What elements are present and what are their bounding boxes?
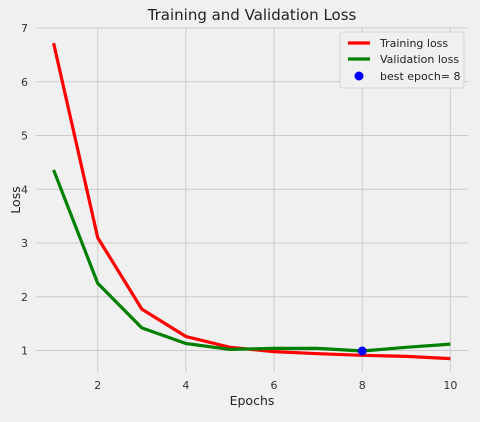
y-tick-label: 4 [21, 183, 28, 196]
y-axis-label: Loss [8, 186, 23, 213]
y-tick-label: 7 [21, 22, 28, 35]
legend-label-best-epoch: best epoch= 8 [380, 70, 461, 83]
x-axis-label: Epochs [230, 393, 275, 408]
grid-lines [36, 27, 468, 372]
x-axis-ticks: 2 4 6 8 10 [94, 379, 457, 392]
y-tick-label: 1 [21, 345, 28, 358]
series-lines [52, 42, 451, 361]
best-epoch-marker [357, 346, 367, 356]
x-tick-label: 2 [94, 379, 101, 392]
y-tick-label: 5 [21, 130, 28, 143]
legend-box [339, 31, 465, 89]
markers [357, 346, 367, 356]
series-line-validation [52, 169, 451, 353]
legend-swatch-best-epoch [354, 71, 364, 81]
y-axis-ticks: 1 2 3 4 5 6 7 [21, 22, 28, 358]
legend-label-training: Training loss [379, 37, 448, 50]
legend-label-validation: Validation loss [380, 53, 459, 66]
x-tick-label: 6 [271, 379, 278, 392]
chart-title: Training and Validation Loss [147, 6, 357, 24]
legend: Training loss Validation loss best epoch… [339, 31, 465, 89]
y-tick-label: 3 [21, 237, 28, 250]
y-tick-label: 6 [21, 76, 28, 89]
x-tick-label: 10 [443, 379, 457, 392]
x-tick-label: 4 [182, 379, 189, 392]
y-tick-label: 2 [21, 291, 28, 304]
x-tick-label: 8 [359, 379, 366, 392]
